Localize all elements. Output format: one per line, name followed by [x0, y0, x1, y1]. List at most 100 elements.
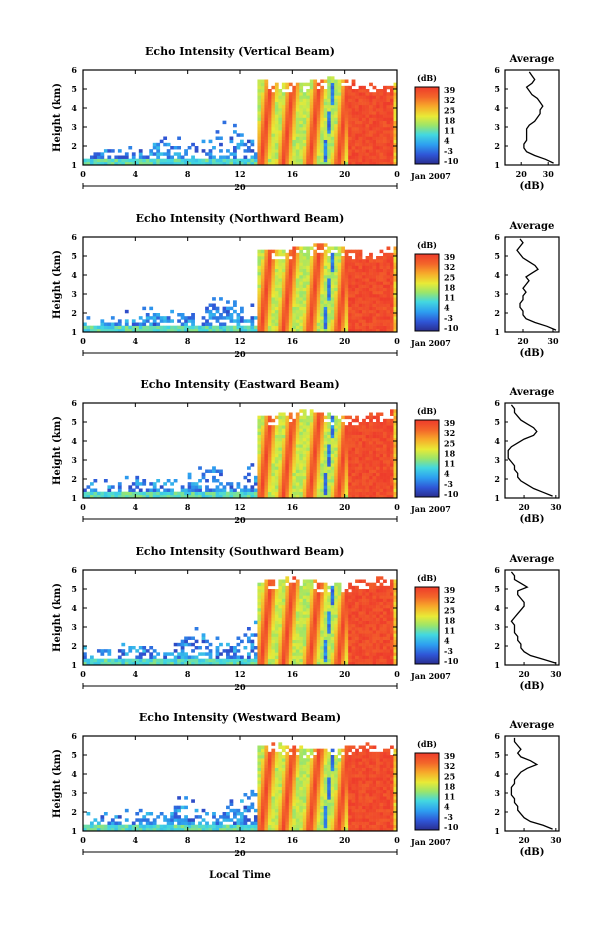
heatmap-cell: [278, 142, 283, 147]
heatmap-cell: [288, 325, 293, 330]
heatmap-cell: [390, 491, 394, 496]
heatmap-cell: [271, 649, 276, 653]
heatmap-cell: [264, 95, 269, 99]
heatmap-cell: [344, 592, 349, 596]
heatmap-cell: [83, 322, 87, 326]
heatmap-cell: [260, 155, 265, 159]
heatmap-cell: [323, 466, 328, 470]
heatmap-cell: [215, 479, 220, 483]
heatmap-cell: [201, 658, 206, 663]
heatmap-cell: [128, 661, 133, 666]
heatmap-cell: [334, 123, 338, 128]
heatmap-cell: [288, 614, 293, 618]
heatmap-cell: [274, 617, 279, 621]
heatmap-cell: [306, 422, 311, 426]
heatmap-cell: [379, 431, 384, 435]
heatmap-cell: [348, 649, 352, 653]
heatmap-cell: [205, 639, 209, 644]
heatmap-cell: [351, 479, 356, 483]
heatmap-cell: [320, 636, 325, 640]
heatmap-cell: [274, 608, 279, 612]
heatmap-cell: [337, 614, 342, 618]
heatmap-cell: [292, 491, 297, 496]
heatmap-cell: [278, 98, 283, 102]
heatmap-cell: [267, 589, 272, 593]
heatmap-cell: [358, 92, 363, 96]
heatmap-cell: [173, 158, 178, 163]
heatmap-cell: [264, 300, 269, 304]
heatmap-cell: [390, 303, 394, 307]
heatmap-cell: [320, 450, 325, 454]
heatmap-cell: [393, 303, 398, 307]
heatmap-cell: [348, 491, 352, 496]
heatmap-cell: [313, 142, 318, 147]
heatmap-cell: [222, 155, 227, 159]
heatmap-cell: [330, 494, 335, 499]
heatmap-cell: [295, 472, 300, 477]
colorbar-tick-label: 18: [444, 282, 456, 292]
heatmap-cell: [313, 655, 318, 659]
heatmap-cell: [107, 155, 112, 159]
heatmap-cell: [271, 149, 276, 153]
heatmap-cell: [313, 472, 318, 477]
heatmap-cell: [372, 262, 377, 266]
heatmap-cell: [257, 485, 262, 489]
heatmap-cell: [316, 444, 321, 448]
heatmap-cell: [267, 623, 272, 628]
heatmap-cell: [205, 491, 209, 496]
heatmap-cell: [145, 491, 150, 496]
heatmap-cell: [344, 259, 349, 263]
heatmap-cell: [271, 595, 276, 599]
heatmap-cell: [295, 652, 300, 656]
heatmap-cell: [383, 313, 387, 317]
y-tick-label: 5: [71, 84, 77, 94]
heatmap-cell: [302, 120, 307, 125]
heatmap-cell: [351, 491, 356, 496]
heatmap-cell: [316, 133, 321, 137]
heatmap-cell: [334, 428, 338, 432]
heatmap-cell: [386, 259, 391, 263]
heatmap-cell: [257, 262, 262, 266]
heatmap-cell: [330, 82, 335, 87]
heatmap-cell: [299, 636, 304, 640]
heatmap-cell: [264, 608, 269, 612]
heatmap-cell: [145, 158, 150, 163]
heatmap-cell: [257, 437, 262, 442]
heatmap-cell: [372, 294, 377, 298]
heatmap-cell: [323, 306, 328, 311]
heatmap-cell: [306, 633, 311, 637]
heatmap-cell: [281, 158, 286, 163]
heatmap-cell: [334, 303, 338, 307]
heatmap-cell: [83, 658, 87, 663]
heatmap-cell: [292, 604, 297, 609]
heatmap-cell: [348, 585, 352, 590]
heatmap-cell: [264, 646, 269, 650]
heatmap-cell: [309, 460, 314, 464]
panel-title: Echo Intensity (Eastward Beam): [140, 378, 339, 391]
heatmap-cell: [334, 82, 338, 87]
heatmap-cell: [257, 460, 262, 464]
heatmap-cell: [369, 133, 373, 137]
heatmap-cell: [313, 287, 318, 292]
heatmap-cell: [362, 425, 366, 429]
heatmap-cell: [355, 491, 359, 496]
heatmap-cell: [323, 79, 328, 83]
heatmap-cell: [334, 425, 338, 429]
heatmap-cell: [299, 127, 304, 131]
heatmap-cell: [313, 460, 318, 464]
heatmap-cell: [208, 303, 213, 307]
heatmap-cell: [267, 598, 272, 602]
heatmap-cell: [355, 120, 359, 125]
heatmap-cell: [320, 453, 325, 458]
profile-x-tick-label: 20: [517, 336, 529, 346]
heatmap-cell: [355, 249, 359, 254]
heatmap-cell: [299, 652, 304, 656]
heatmap-cell: [173, 146, 178, 150]
heatmap-cell: [288, 623, 293, 628]
heatmap-cell: [313, 306, 318, 311]
heatmap-cell: [285, 294, 290, 298]
heatmap-cell: [177, 494, 181, 499]
heatmap-cell: [260, 460, 265, 464]
heatmap-cell: [372, 123, 377, 128]
heatmap-cell: [110, 158, 115, 163]
